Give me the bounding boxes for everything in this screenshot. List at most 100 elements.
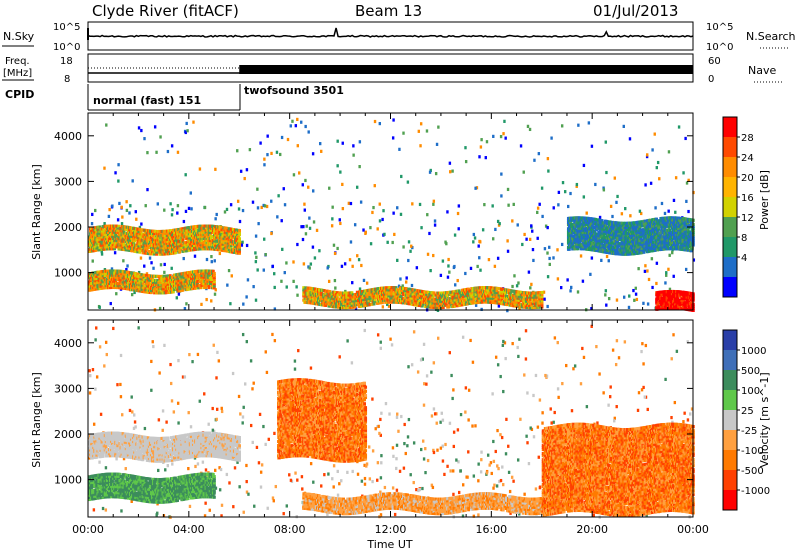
echo-cell <box>571 243 574 247</box>
echo-cell <box>482 300 486 304</box>
echo-cell <box>149 241 153 246</box>
echo-cell <box>629 214 632 218</box>
echo-cell <box>472 240 475 244</box>
echo-cell <box>479 145 483 149</box>
echo-cell <box>674 210 677 214</box>
echo-cell <box>340 297 343 301</box>
echo-cell <box>112 285 115 290</box>
echo-cell <box>213 259 216 263</box>
echo-cell <box>202 281 206 285</box>
echo-cell <box>133 288 136 292</box>
echo-cell <box>331 302 335 307</box>
echo-cell <box>144 204 147 208</box>
echo-cell <box>260 205 263 210</box>
echo-cell <box>132 228 135 233</box>
echo-cell <box>91 245 94 249</box>
echo-cell <box>515 304 519 308</box>
echo-cell <box>390 290 394 294</box>
echo-cell <box>464 159 468 164</box>
echo-cell <box>138 250 142 254</box>
echo-cell <box>428 301 432 305</box>
echo-cell <box>139 236 143 240</box>
echo-cell <box>584 220 588 224</box>
echo-cell <box>213 292 217 296</box>
echo-cell <box>107 245 111 249</box>
echo-cell <box>366 293 370 297</box>
echo-cell <box>507 203 510 207</box>
nave-label: Nave <box>748 64 776 77</box>
echo-cell <box>200 234 204 239</box>
echo-cell <box>140 232 144 236</box>
echo-cell <box>163 237 167 242</box>
echo-cell <box>684 136 687 141</box>
echo-cell <box>569 243 572 247</box>
echo-cell <box>568 233 571 237</box>
echo-cell <box>543 247 547 251</box>
echo-cell <box>368 302 372 307</box>
echo-cell <box>209 236 213 241</box>
echo-cell <box>542 290 546 294</box>
echo-cell <box>432 305 436 309</box>
echo-cell <box>134 210 137 214</box>
echo-cell <box>207 283 211 288</box>
echo-cell <box>456 211 460 216</box>
echo-cell <box>615 200 618 204</box>
echo-cell <box>335 291 339 295</box>
echo-cell <box>109 301 112 306</box>
echo-cell <box>644 264 647 268</box>
echo-cell <box>185 244 189 249</box>
echo-cell <box>497 293 501 297</box>
echo-cell <box>674 302 677 306</box>
echo-cell <box>656 293 660 297</box>
echo-cell <box>646 153 649 157</box>
echo-cell <box>575 236 579 241</box>
echo-cell <box>573 222 577 226</box>
echo-cell <box>210 277 214 282</box>
echo-cell <box>203 224 207 228</box>
echo-cell <box>604 289 608 293</box>
echo-cell <box>144 273 148 278</box>
echo-cell <box>473 236 477 240</box>
echo-cell <box>428 293 432 297</box>
echo-cell <box>124 274 128 278</box>
echo-cell <box>183 306 187 311</box>
echo-cell <box>307 185 310 189</box>
echo-cell <box>444 295 447 299</box>
echo-cell <box>474 292 478 296</box>
echo-cell <box>146 282 150 286</box>
echo-cell <box>349 240 353 244</box>
echo-cell <box>471 301 475 305</box>
echo-cell <box>386 302 389 306</box>
echo-cell <box>437 305 441 310</box>
echo-cell <box>139 240 143 244</box>
echo-cell <box>131 247 134 251</box>
echo-cell <box>385 294 389 298</box>
echo-cell <box>692 190 695 195</box>
echo-cell <box>277 194 280 198</box>
echo-cell <box>140 273 144 277</box>
echo-cell <box>188 236 192 240</box>
echo-cell <box>342 293 345 297</box>
echo-cell <box>153 291 156 295</box>
echo-cell <box>152 280 155 285</box>
echo-cell <box>336 305 340 309</box>
echo-cell <box>200 269 204 273</box>
echo-cell <box>120 235 124 239</box>
echo-cell <box>572 245 576 249</box>
echo-cell <box>134 235 138 239</box>
echo-cell <box>413 288 417 292</box>
echo-cell <box>402 131 405 135</box>
echo-cell <box>427 290 431 295</box>
echo-cell <box>114 171 117 175</box>
echo-cell <box>432 293 436 297</box>
echo-cell <box>655 301 658 305</box>
echo-cell <box>493 264 497 268</box>
echo-cell <box>94 248 98 252</box>
echo-cell <box>194 239 197 243</box>
echo-cell <box>305 224 308 228</box>
echo-cell <box>502 132 505 136</box>
echo-cell <box>356 254 359 258</box>
echo-cell <box>343 262 347 266</box>
echo-cell <box>177 227 181 232</box>
echo-cell <box>100 250 103 254</box>
